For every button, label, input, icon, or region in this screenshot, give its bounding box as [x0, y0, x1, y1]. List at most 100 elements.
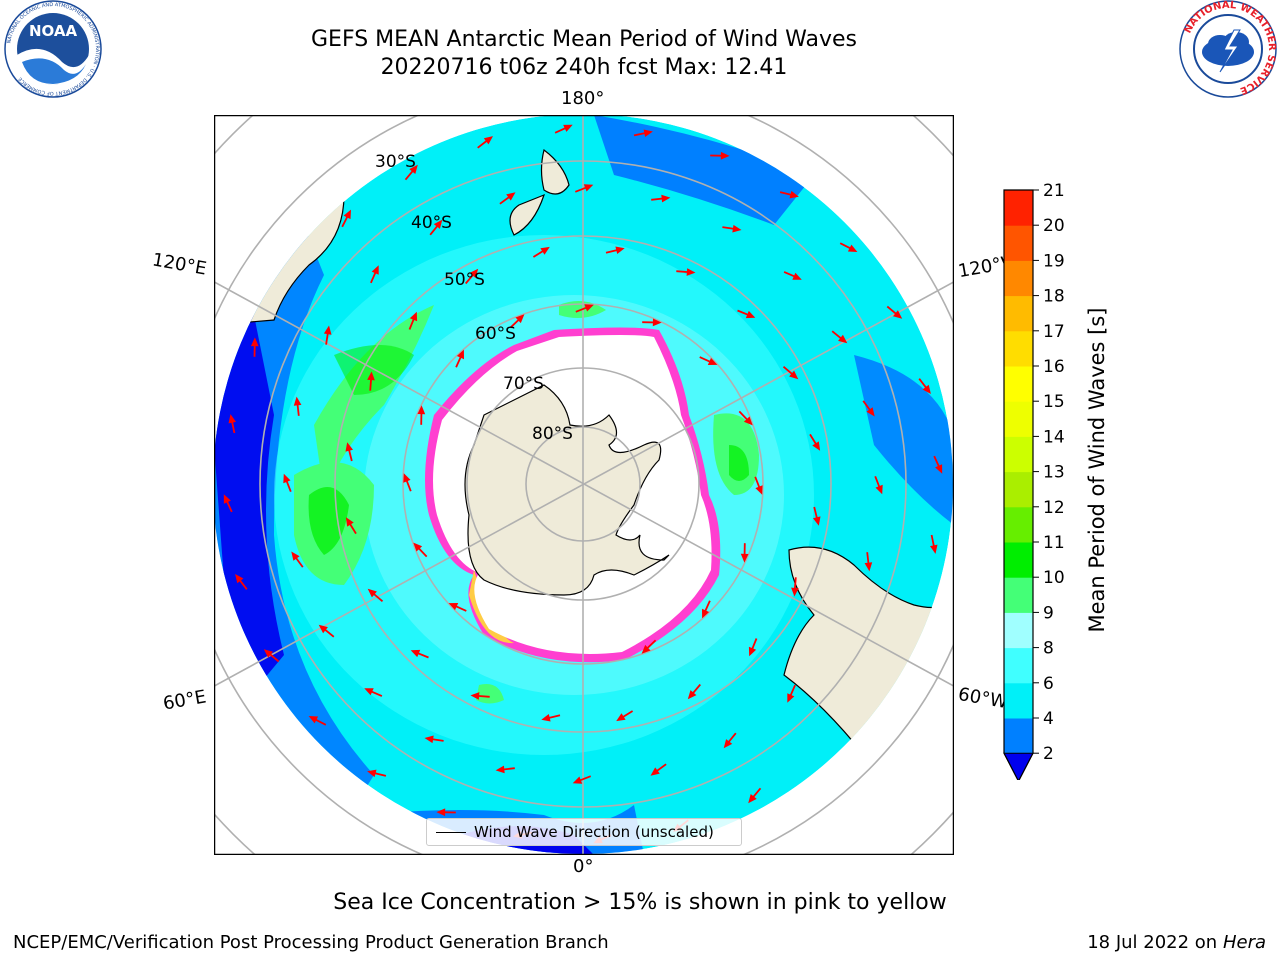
wind-arrow-head	[541, 714, 551, 722]
wind-arrow-head	[345, 517, 354, 527]
colorbar-tick-label: 4	[1043, 709, 1054, 729]
wind-arrow-head	[413, 542, 423, 552]
lat-label-80s: 80°S	[532, 424, 573, 444]
wind-arrow-head	[223, 494, 231, 504]
wind-arrow-head	[250, 337, 259, 347]
wind-arrow-head	[792, 272, 802, 280]
colorbar-tick-label: 9	[1043, 603, 1054, 623]
wind-arrow-head	[235, 574, 244, 584]
colorbar-tick-label: 10	[1043, 568, 1065, 588]
legend-line-swatch	[436, 831, 466, 833]
colorbar-bin	[1004, 506, 1033, 543]
wind-arrow-head	[364, 688, 374, 696]
wind-arrow-head	[791, 587, 799, 597]
wind-arrow-head	[417, 405, 426, 415]
colorbar-bin	[1004, 577, 1033, 613]
wind-arrow-head	[755, 485, 763, 495]
lon-label-180: 180°	[561, 88, 605, 109]
colorbar-bin	[1004, 471, 1033, 508]
credit-branch: NCEP/EMC/Verification Post Processing Pr…	[13, 932, 609, 953]
wind-arrow-head	[367, 371, 375, 381]
colorbar-bin	[1004, 647, 1033, 684]
lon-label-0: 0°	[573, 856, 594, 877]
wind-arrow-head	[343, 209, 351, 220]
wind-arrow-head	[686, 268, 696, 276]
wind-arrow-head	[641, 644, 651, 654]
credit-on: on	[1194, 932, 1218, 953]
wind-arrow-head	[847, 244, 858, 252]
wind-arrow-head	[540, 246, 550, 255]
colorbar-bin	[1004, 401, 1033, 437]
wind-arrow-head	[572, 776, 583, 784]
credit-date: 18 Jul 2022	[1087, 932, 1190, 953]
wind-arrow-head	[409, 164, 418, 174]
wind-arrow-head	[789, 190, 799, 199]
colorbar-bin	[1004, 260, 1033, 297]
colorbar-tick-label: 11	[1043, 533, 1065, 553]
wind-arrow-head	[448, 603, 459, 611]
wind-arrow-head	[283, 473, 291, 484]
colorbar: 2 4 6 8 9 10 11 12 13 14 15 16 17 18 19 20 21	[1003, 181, 1065, 780]
colorbar-bin	[1004, 436, 1033, 473]
colorbar-tick-label: 8	[1043, 639, 1054, 659]
wind-arrow-head	[643, 129, 653, 137]
lat-label-30s: 30°S	[375, 152, 416, 172]
wind-arrow-head	[470, 692, 480, 700]
noaa-logo: NOAA NATIONAL OCEANIC AND ATMOSPHERIC AD…	[4, 0, 102, 98]
wind-arrow-head	[367, 769, 377, 778]
wind-arrow-head	[723, 739, 733, 749]
antarctica-landmass	[464, 384, 670, 596]
wind-arrow-head	[409, 311, 418, 322]
lat-label-40s: 40°S	[411, 213, 452, 233]
colorbar-tick-label: 14	[1043, 427, 1065, 447]
wind-arrow-head	[308, 716, 319, 724]
lon-label-120e: 120°E	[150, 249, 209, 280]
colorbar-tick-label: 13	[1043, 463, 1065, 483]
colorbar-bin	[1004, 542, 1033, 578]
wind-arrow-head	[740, 553, 749, 563]
colorbar-tick-label: 6	[1043, 674, 1054, 694]
wind-arrow-head	[293, 396, 302, 406]
antarctic-map: 30°S 40°S 50°S 60°S 70°S 80°S Wind Wave …	[214, 115, 954, 855]
colorbar-tick-label: 2	[1043, 744, 1054, 764]
nws-logo: NATIONAL WEATHER SERVICE	[1179, 0, 1277, 98]
wind-arrow-head	[371, 265, 379, 275]
wind-arrow-head	[813, 516, 821, 526]
wind-arrow-head	[875, 484, 883, 495]
wind-arrow-head	[615, 246, 625, 254]
wind-arrow-head	[616, 713, 626, 722]
legend-label: Wind Wave Direction (unscaled)	[474, 823, 714, 841]
colorbar-tick-label: 16	[1043, 357, 1065, 377]
wind-arrow-head	[424, 735, 434, 744]
wind-arrow-head	[345, 442, 353, 452]
colorbar-tick-label: 20	[1043, 216, 1065, 236]
lat-label-50s: 50°S	[444, 270, 485, 290]
wind-arrow-head	[743, 416, 753, 426]
sea-ice-note: Sea Ice Concentration > 15% is shown in …	[333, 890, 947, 915]
wind-arrow-head	[456, 349, 464, 360]
wind-arrow-head	[650, 767, 660, 776]
wind-arrow-head	[291, 551, 300, 561]
wind-arrow-head	[687, 690, 697, 700]
wind-arrow-head	[922, 384, 931, 394]
colorbar-bin	[1004, 718, 1033, 754]
colorbar-bin	[1004, 190, 1033, 226]
wind-arrow-head	[748, 794, 757, 804]
wind-arrow-head	[930, 544, 938, 554]
wind-arrow-head	[732, 224, 742, 233]
wind-arrow-head	[652, 318, 662, 327]
colorbar-bin	[1004, 295, 1033, 332]
wind-arrow-head	[789, 370, 799, 380]
new-zealand-landmass	[540, 148, 570, 195]
wind-arrow-head	[864, 562, 873, 572]
noaa-logo-text: NOAA	[29, 22, 78, 40]
colorbar-tick-label: 18	[1043, 287, 1065, 307]
wind-arrow-head	[702, 608, 710, 619]
wind-arrow-head	[838, 334, 848, 344]
wind-arrow-head	[436, 808, 446, 817]
colorbar-bin	[1004, 682, 1033, 719]
lon-label-60e: 60°E	[161, 686, 208, 715]
wind-arrow-head	[812, 441, 821, 451]
wind-arrow-head	[410, 649, 421, 658]
colorbar-tick-label: 15	[1043, 392, 1065, 412]
